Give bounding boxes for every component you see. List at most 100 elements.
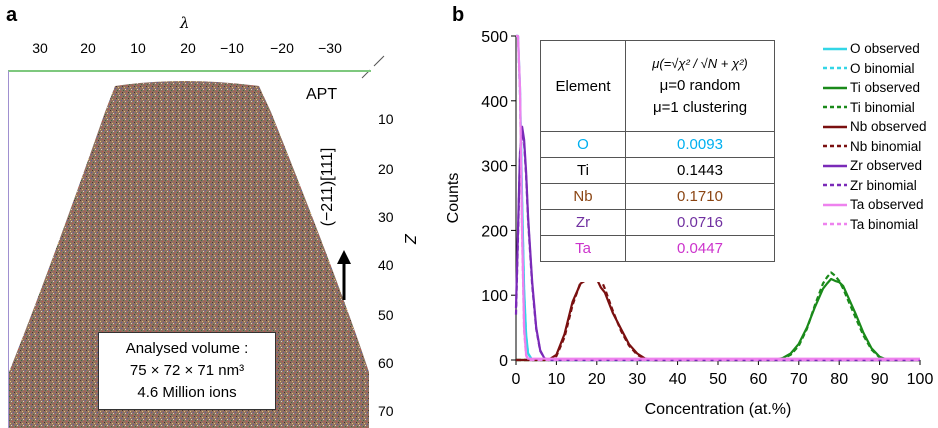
table-row: Zr 0.0716 [540,209,775,236]
legend-item: O observed [822,40,920,58]
legend-item: Ti observed [822,79,920,97]
x-tick-label: 60 [750,371,768,388]
table-cell-element: O [540,131,626,158]
right-axis-ticks: 10 20 30 40 50 60 70 [370,70,410,426]
legend-swatch [823,106,847,109]
legend-label: O binomial [850,60,915,76]
legend-label: Zr observed [850,158,923,173]
table-header-note-random: μ=0 random [659,77,741,94]
table-cell-value: 0.0716 [625,209,775,236]
legend-swatch [823,223,847,226]
mu-table: Element μ(=√χ² / √N + χ²) μ=0 random μ=1… [540,40,775,282]
distribution-chart: 0 100 200 300 400 500 0 10 20 30 40 50 60 70 80 90 100 Co… [445,29,934,418]
right-tick-label: 60 [378,355,394,371]
table-cell-element: Ta [540,235,626,262]
legend-item: Nb binomial [822,138,921,156]
legend-label: O observed [850,41,920,56]
right-tick-label: 40 [378,257,394,273]
y-tick-label: 500 [481,29,508,46]
top-tick-label: 20 [180,40,196,56]
y-tick-label: 0 [499,353,508,370]
legend-swatch [823,184,847,187]
right-tick-label: 70 [378,403,394,419]
direction-arrow-icon [337,250,351,300]
panel-b-letter: b [452,4,465,26]
table-cell-element: Zr [540,209,626,236]
y-tick-label: 200 [481,223,508,240]
x-tick-label: 50 [709,371,727,388]
table-header-note-clustering: μ=1 clustering [652,99,748,116]
table-header-formula: μ(=√χ² / √N + χ²) [652,56,748,71]
apt-label: APT [306,86,338,103]
direction-label: (−211)[111] [319,147,336,227]
legend-item: Nb observed [822,118,927,136]
top-tick-label: 20 [80,40,96,56]
table-cell-value: 0.0447 [625,235,775,262]
legend-label: Nb binomial [850,138,922,154]
table-cell-element: Nb [540,183,626,210]
legend-label: Ta observed [850,197,924,212]
top-axis-symbol: λ [180,14,190,32]
x-tick-label: 0 [512,371,521,388]
table-cell-element: Ti [540,157,626,184]
x-tick-label: 40 [669,371,687,388]
legend-item: Ta binomial [822,216,918,234]
table-row: Nb 0.1710 [540,183,775,210]
x-tick-label: 70 [790,371,808,388]
table-header-formula-cell: μ(=√χ² / √N + χ²) μ=0 random μ=1 cluster… [625,40,775,132]
right-tick-label: 10 [378,111,394,127]
right-axis-label: Z [400,234,418,244]
top-tick-label: 10 [130,40,146,56]
table-cell-value: 0.0093 [625,131,775,158]
legend-swatch [823,86,847,90]
legend-item: Ta observed [822,196,924,214]
legend-item: Zr observed [822,157,922,175]
legend-label: Ta binomial [850,216,919,232]
right-tick-label: 20 [378,161,394,177]
x-tick-label: 80 [830,371,848,388]
right-tick-label: 50 [378,307,394,323]
volume-line-3: 4.6 Million ions [137,384,237,401]
top-tick-label: −30 [318,40,342,56]
legend-swatch [823,145,847,148]
legend-label: Nb observed [850,119,927,134]
legend-swatch [823,125,847,129]
legend-item: O binomial [822,60,915,78]
top-tick-label: −10 [220,40,244,56]
top-tick-label: −20 [270,40,294,56]
table-row: Ta 0.0447 [540,235,775,262]
top-tick-label: 30 [32,40,48,56]
series-line [516,34,920,362]
x-tick-label: 30 [628,371,646,388]
volume-line-2: 75 × 72 × 71 nm³ [129,362,245,379]
y-tick-label: 100 [481,288,508,305]
x-tick-label: 20 [588,371,606,388]
x-axis-label: Concentration (at.%) [645,401,792,418]
y-axis-label: Counts [445,173,462,224]
top-axis-ticks: 30 20 10 20 −10 −20 −30 [0,38,380,62]
legend-item: Zr binomial [822,177,917,195]
legend-swatch [823,203,847,207]
table-header-element: Element [540,40,626,132]
legend-swatch [823,47,847,51]
legend-swatch [823,67,847,70]
analysed-volume-box: Analysed volume : 75 × 72 × 71 nm³ 4.6 M… [98,332,276,410]
legend-label: Ti observed [850,80,921,95]
series-line [516,271,920,362]
table-row: Ti 0.1443 [540,157,775,184]
legend-swatch [823,164,847,168]
table-cell-value: 0.1710 [625,183,775,210]
table-row: O 0.0093 [540,131,775,158]
y-tick-label: 400 [481,94,508,111]
table-cell-value: 0.1443 [625,157,775,184]
x-tick-label: 100 [907,371,934,388]
right-tick-label: 30 [378,209,394,225]
y-tick-label: 300 [481,159,508,176]
volume-line-1: Analysed volume : [125,340,249,357]
x-tick-label: 10 [548,371,566,388]
series-line [516,269,920,362]
x-tick-label: 90 [871,371,889,388]
legend-label: Zr binomial [850,177,917,193]
legend-label: Ti binomial [850,99,915,115]
panel-a-letter: a [6,4,18,26]
